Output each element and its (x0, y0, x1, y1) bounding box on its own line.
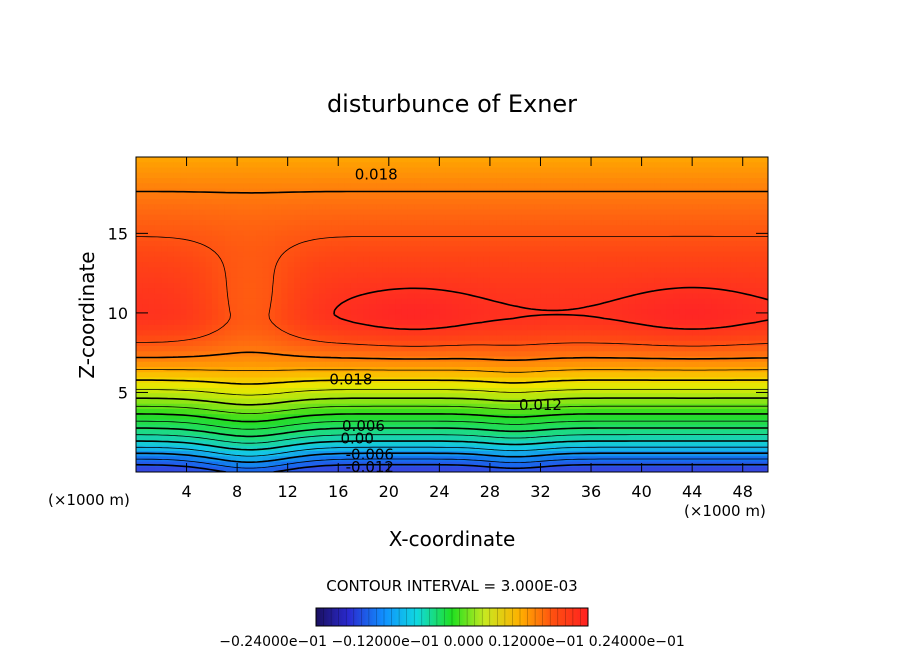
x-tick-label: 12 (278, 482, 298, 501)
x-tick-label: 20 (379, 482, 399, 501)
x-tick-label: 32 (530, 482, 550, 501)
contour-line (136, 379, 768, 385)
y-axis-title: Z-coordinate (75, 251, 99, 378)
x-unit-label-left: (×1000 m) (48, 491, 130, 509)
colorbar (315, 607, 589, 627)
contour-line (136, 413, 768, 423)
x-axis: 4 8 12 16 20 24 28 32 36 40 44 48 (181, 157, 753, 501)
contour-interval-text: CONTOUR INTERVAL = 3.000E-03 (326, 577, 577, 595)
contour-line (136, 434, 768, 444)
y-tick-label: 15 (108, 224, 128, 243)
x-axis-title: X-coordinate (389, 527, 516, 551)
x-tick-label: 40 (631, 482, 651, 501)
x-unit-label-right: (×1000 m) (684, 502, 766, 520)
contour-line (136, 389, 768, 396)
x-tick-label: 36 (581, 482, 601, 501)
contour-label: 0.012 (519, 396, 562, 414)
contour-line (136, 397, 768, 406)
contour-label: 0.00 (340, 430, 373, 448)
contour-line (136, 446, 768, 457)
y-tick-label: 5 (118, 383, 128, 402)
contour-line (136, 405, 768, 414)
contour-line (136, 458, 768, 469)
y-tick-label: 10 (108, 304, 128, 323)
x-tick-label: 16 (328, 482, 348, 501)
colorbar-tick-labels: −0.24000e−01 −0.12000e−01 0.000 0.12000e… (219, 634, 685, 650)
contour-line (136, 463, 768, 472)
contour-line (136, 369, 768, 373)
contour-label: -0.006 (346, 446, 394, 464)
contour-line (136, 420, 768, 430)
plot-area (136, 157, 768, 472)
chart-title: disturbunce of Exner (327, 90, 577, 118)
contour-label: 0.018 (329, 371, 372, 389)
contour-line (136, 452, 768, 463)
contour-label: 0.006 (342, 417, 385, 435)
contour-line (333, 286, 768, 331)
x-tick-label: 28 (480, 482, 500, 501)
x-tick-label: 8 (232, 482, 242, 501)
plot-frame (135, 156, 769, 473)
contour-label: 0.018 (355, 166, 398, 184)
contour-line (136, 440, 768, 451)
contour-fill-layer (136, 157, 768, 472)
contour-line-layer (136, 190, 768, 472)
x-tick-label: 24 (429, 482, 449, 501)
contour-line (136, 427, 768, 438)
y-axis: 5 10 15 (108, 224, 768, 402)
x-tick-label: 48 (733, 482, 753, 501)
x-tick-label: 44 (682, 482, 702, 501)
colorbar-ticks (323, 608, 581, 626)
contour-line (136, 235, 768, 347)
x-tick-label: 4 (181, 482, 191, 501)
contour-line (136, 190, 768, 361)
contour-label: -0.012 (346, 458, 394, 476)
